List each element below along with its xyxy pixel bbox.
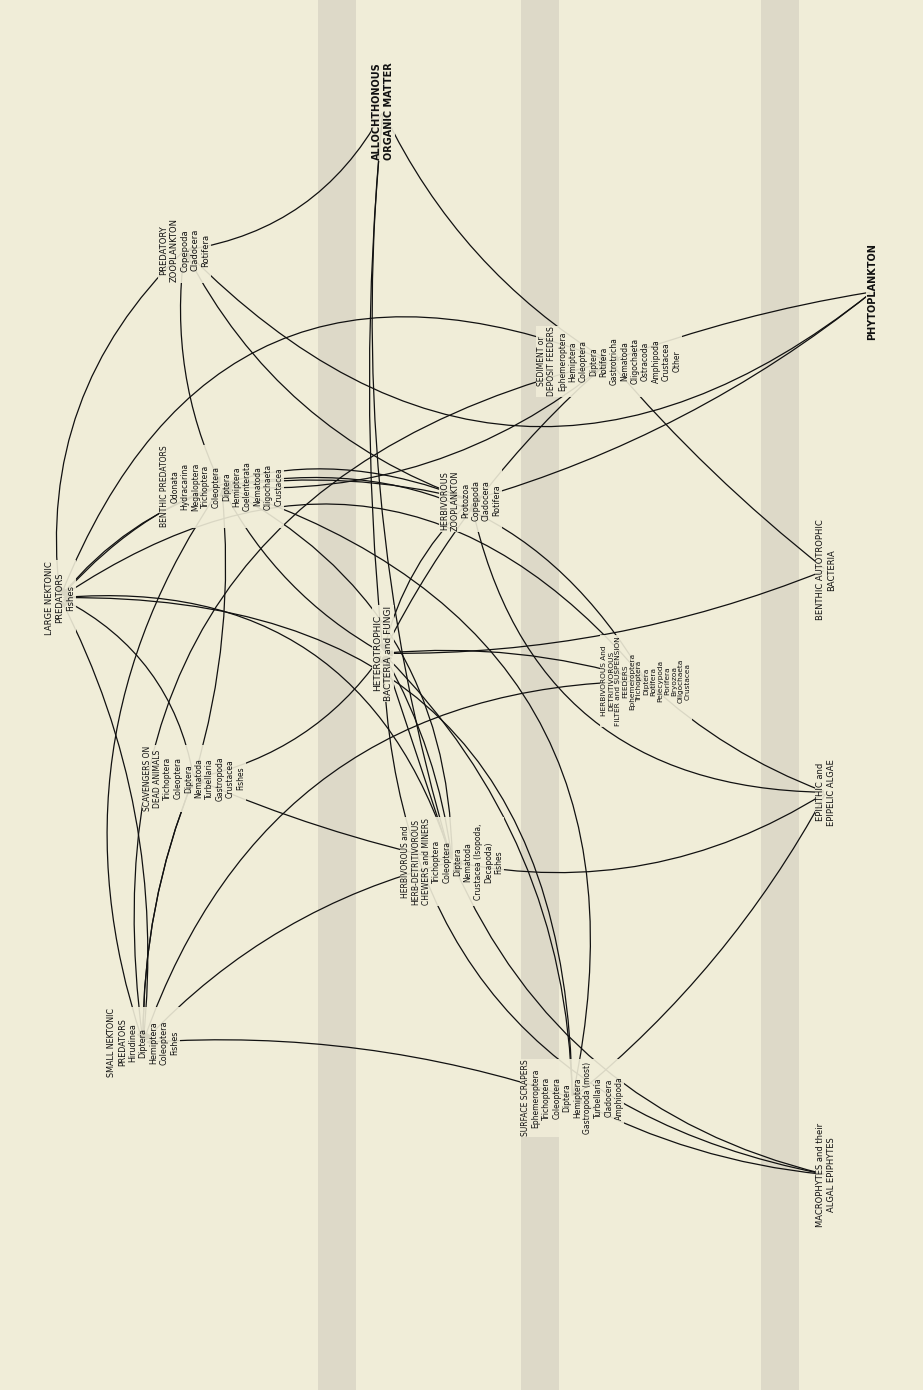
- Text: SCAVENGERS ON
DEAD ANIMALS
Trichoptera
Coleoptera
Diptera
Nematoda
Turbellaria
G: SCAVENGERS ON DEAD ANIMALS Trichoptera C…: [142, 746, 246, 810]
- Text: HETEROTROPHIC
BACTERIA and FUNGI: HETEROTROPHIC BACTERIA and FUNGI: [373, 606, 393, 701]
- Text: HERBIVOROUS and
HERB-DETRITIVOROUS
CHEWERS and MINERS
Trichoptera
Coleoptera
Dip: HERBIVOROUS and HERB-DETRITIVOROUS CHEWE…: [401, 819, 504, 905]
- Text: BENTHIC PREDATORS
Odonata
Hydracarina
Megaloptera
Trichoptera
Coleoptera
Diptera: BENTHIC PREDATORS Odonata Hydracarina Me…: [160, 446, 283, 527]
- Text: LARGE NEKTONIC
PREDATORS
Fishes: LARGE NEKTONIC PREDATORS Fishes: [45, 560, 75, 635]
- Text: SEDIMENT or
DEPOSIT FEEDERS
Ephemeroptera
Hemiptera
Coleoptera
Diptera
Rotifera
: SEDIMENT or DEPOSIT FEEDERS Ephemeropter…: [537, 327, 681, 396]
- Text: SMALL NEKTONIC
PREDATORS
Hirudinea
Diptera
Hemiptera
Coleoptera
Fishes: SMALL NEKTONIC PREDATORS Hirudinea Dipte…: [107, 1008, 179, 1077]
- Text: SURFACE SCRAPERS
Ephemeroptera
Trichoptera
Coleoptera
Diptera
Hemiptera
Gastropo: SURFACE SCRAPERS Ephemeroptera Trichopte…: [521, 1059, 624, 1137]
- Bar: [761, 0, 799, 1390]
- Text: MACROPHYTES and their
ALGAL EPIPHYTES: MACROPHYTES and their ALGAL EPIPHYTES: [816, 1123, 836, 1226]
- Text: HERBIVOROUS
ZOOPLANKTON
Protozoa
Copepoda
Cladocera
Rotifera: HERBIVOROUS ZOOPLANKTON Protozoa Copepod…: [440, 470, 501, 531]
- Text: BENTHIC AUTOTROPHIC
BACTERIA: BENTHIC AUTOTROPHIC BACTERIA: [816, 520, 836, 620]
- Text: ALLOCHTHONOUS
ORGANIC MATTER: ALLOCHTHONOUS ORGANIC MATTER: [372, 63, 394, 160]
- Text: HERBIVOROUS And
DETRITIVOROUS
FILTER and SUSPENSION
FEEDERS
Ephemeroptera
Tricho: HERBIVOROUS And DETRITIVOROUS FILTER and…: [601, 637, 691, 726]
- Text: EPILITHIC and
EPIPELIC ALGAE: EPILITHIC and EPIPELIC ALGAE: [816, 759, 836, 826]
- Text: PREDATORY
ZOOPLANKTON
Copepoda
Cladocera
Rotifera: PREDATORY ZOOPLANKTON Copepoda Cladocera…: [160, 218, 210, 282]
- Text: PHYTOPLANKTON: PHYTOPLANKTON: [868, 243, 877, 341]
- Bar: [318, 0, 356, 1390]
- Bar: [521, 0, 559, 1390]
